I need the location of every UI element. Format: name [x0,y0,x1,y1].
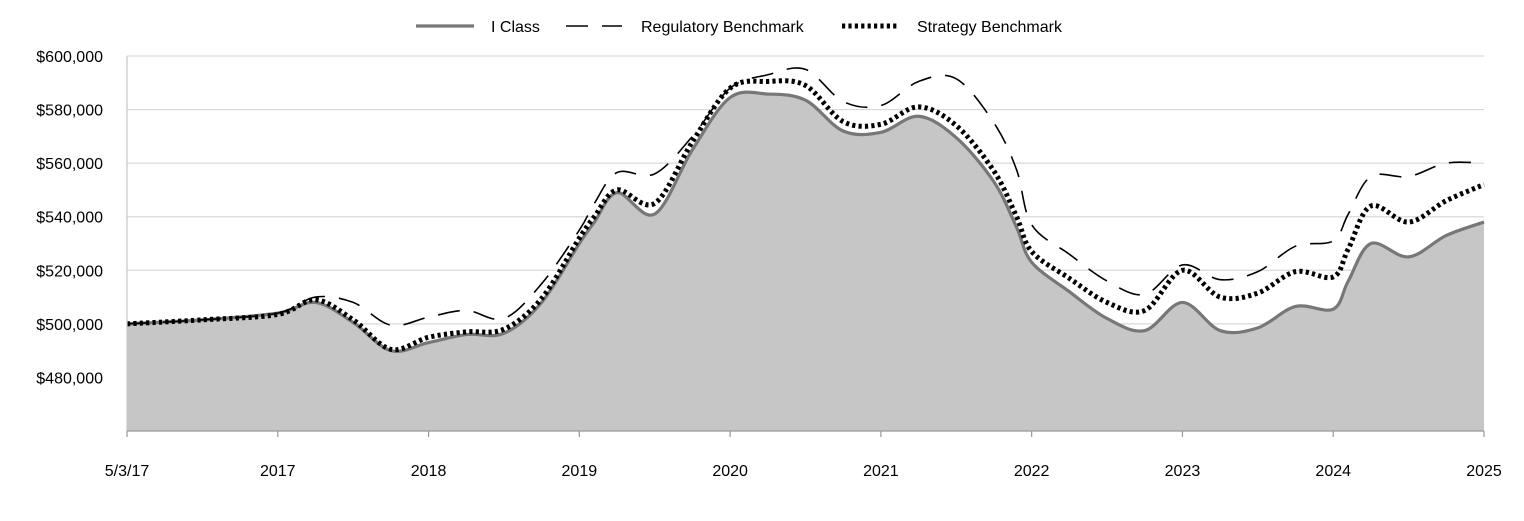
x-tick-label: 2017 [260,463,296,480]
y-tick-label: $560,000 [36,156,103,173]
y-tick-label: $500,000 [36,317,103,334]
x-tick-label: 2018 [411,463,447,480]
x-tick-label: 2025 [1466,463,1502,480]
y-tick-label: $520,000 [36,263,103,280]
legend-label: I Class [491,19,540,36]
y-tick-label: $540,000 [36,210,103,227]
y-tick-label: $480,000 [36,370,103,387]
series-area-fill [127,92,1484,432]
series-layer [126,67,1485,432]
y-tick-label: $600,000 [36,49,103,66]
axes: $480,000 $500,000 $520,000 $540,000 $560,000… [36,49,1502,480]
legend-label: Strategy Benchmark [917,19,1063,36]
series-line-dotted [126,78,1485,353]
x-tick-label: 5/3/17 [105,463,150,480]
legend-label: Regulatory Benchmark [641,19,805,36]
series-line-solid [126,90,1485,353]
legend: I Class Regulatory Benchmark Strategy Benc… [416,19,1063,36]
x-tick-label: 2024 [1315,463,1351,480]
x-tick-label: 2022 [1014,463,1050,480]
y-tick-label: $580,000 [36,103,103,120]
x-tick-label: 2023 [1165,463,1201,480]
series-line-dashed [126,67,1485,327]
x-tick-label: 2020 [712,463,748,480]
x-tick-label: 2021 [863,463,899,480]
x-tick-label: 2019 [562,463,598,480]
